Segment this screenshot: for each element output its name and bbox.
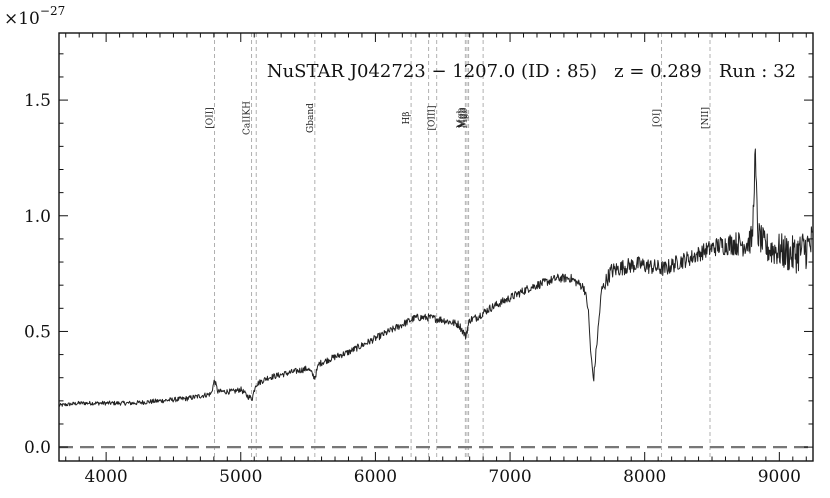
x-tick-label: 5000 — [219, 467, 262, 487]
emission-line-label: [NII] — [701, 107, 711, 129]
axes-layer — [58, 32, 814, 462]
x-tick-label: 8000 — [623, 467, 666, 487]
emission-line-label: CaIIKH — [243, 101, 253, 135]
emission-line-label: Hβ — [402, 111, 412, 124]
y-tick-label: 1.0 — [24, 207, 51, 227]
emission-line-label: [OI] — [653, 109, 663, 127]
spectrum-line — [58, 148, 814, 407]
emission-line-label: [OIII] — [428, 105, 438, 130]
x-tick-label: 4000 — [84, 467, 127, 487]
y-multiplier-base: ×10 — [4, 9, 40, 29]
emission-line-label: Mgb — [458, 107, 468, 128]
emission-line-layer — [214, 33, 711, 461]
emission-line-label: [OII] — [206, 107, 216, 129]
x-tick-label: 9000 — [758, 467, 801, 487]
emission-line-label: Mgb — [460, 107, 470, 128]
plot-frame — [58, 32, 814, 462]
x-tick-label: 6000 — [354, 467, 397, 487]
y-tick-label: 0.0 — [24, 438, 51, 458]
y-tick-label: 1.5 — [24, 91, 51, 111]
emission-line-label: Mgb — [456, 107, 466, 128]
y-multiplier-exponent: −27 — [40, 4, 65, 18]
chart-title: NuSTAR J042723 − 1207.0 (ID : 85) z = 0.… — [267, 61, 796, 82]
y-multiplier-label: ×10−27 — [4, 4, 65, 29]
y-tick-label: 0.5 — [24, 322, 51, 342]
emission-line-label: Gband — [306, 103, 316, 133]
x-tick-label: 7000 — [488, 467, 531, 487]
spectrum-layer — [58, 148, 814, 407]
